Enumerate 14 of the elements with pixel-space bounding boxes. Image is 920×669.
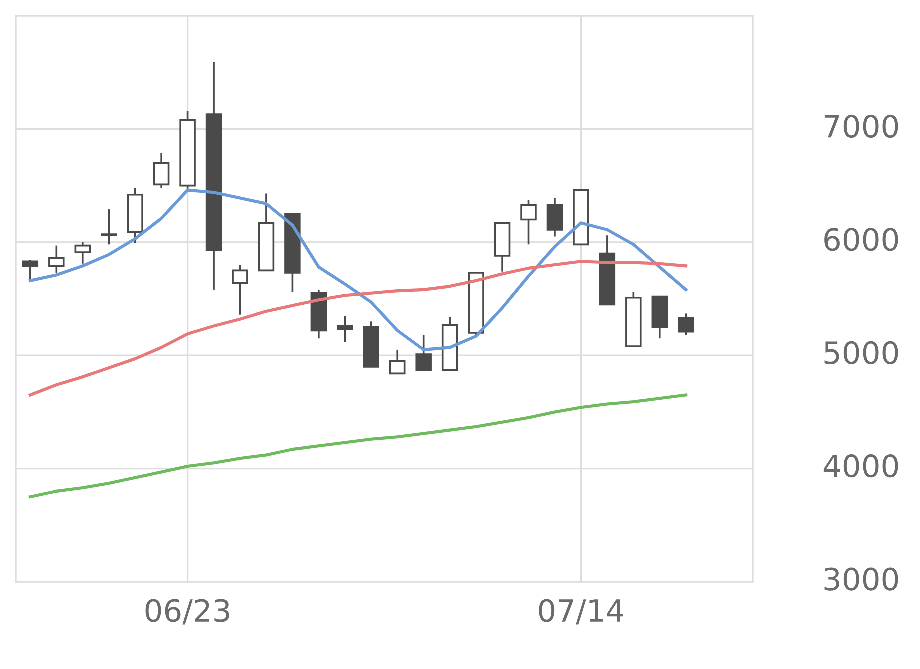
candlestick — [206, 62, 222, 291]
x-tick-label: 07/14 — [539, 599, 624, 625]
line-series — [28, 394, 688, 499]
y-tick-label: 5000 — [824, 341, 898, 364]
y-tick-label: 4000 — [824, 454, 898, 478]
y-tick-label: 3000 — [824, 568, 898, 591]
y-tick-label: 7000 — [824, 114, 898, 138]
y-tick-label: 6000 — [824, 228, 898, 252]
candlestick — [337, 315, 354, 343]
line-series — [28, 260, 688, 397]
x-tick-label: 06/23 — [146, 599, 230, 625]
line-series — [28, 188, 688, 352]
candlestick — [546, 197, 564, 238]
candlestick — [100, 208, 118, 246]
